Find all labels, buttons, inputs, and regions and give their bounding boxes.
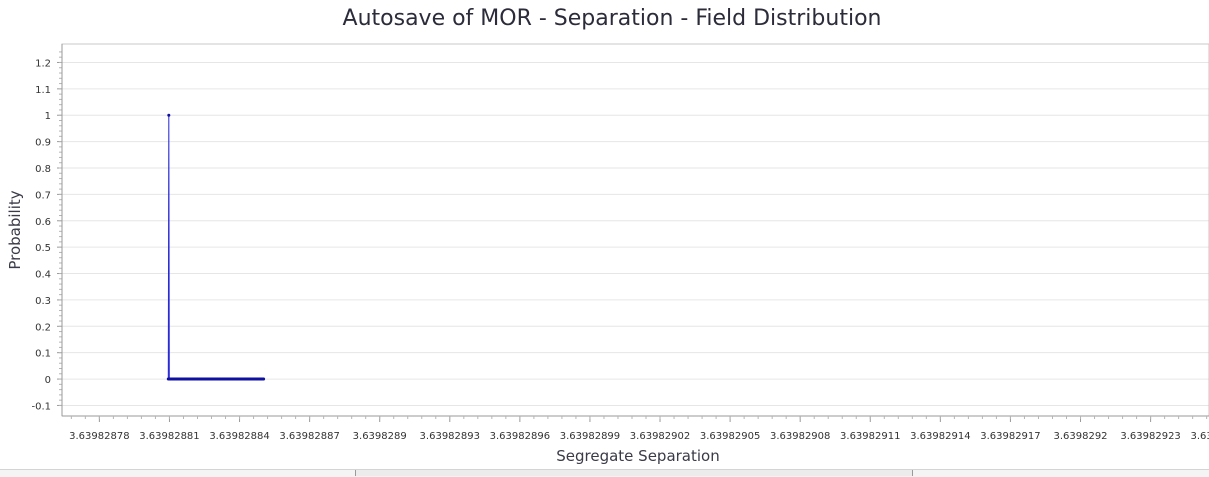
x-tick-label: 3.63982878 bbox=[69, 431, 129, 442]
y-tick-label: 0 bbox=[45, 375, 51, 386]
data-point bbox=[167, 113, 171, 117]
x-axis-label: Segregate Separation bbox=[556, 447, 719, 465]
x-tick-label: 3.63982914 bbox=[910, 431, 970, 442]
y-tick-label: 1 bbox=[45, 111, 51, 122]
y-tick-label: 0.8 bbox=[35, 164, 51, 175]
series-probability bbox=[166, 113, 266, 381]
x-tick-label: 3.6398289 bbox=[353, 431, 407, 442]
x-tick-label: 3.63982917 bbox=[980, 431, 1040, 442]
x-tick-label: 3.63982905 bbox=[700, 431, 760, 442]
x-tick-label: 3.63982887 bbox=[279, 431, 339, 442]
y-tick-label: 0.2 bbox=[35, 322, 51, 333]
x-tick-label: 3.63982926 bbox=[1190, 431, 1209, 442]
x-tick-label: 3.63982902 bbox=[630, 431, 690, 442]
y-tick-label: 0.1 bbox=[35, 349, 51, 360]
y-tick-label: 0.9 bbox=[35, 138, 51, 149]
x-tick-label: 3.63982908 bbox=[770, 431, 830, 442]
gridlines bbox=[62, 61, 1209, 406]
data-point bbox=[262, 377, 266, 381]
x-tick-label: 3.63982896 bbox=[490, 431, 550, 442]
plot-frame bbox=[61, 43, 1209, 417]
y-axis-label: Probability bbox=[6, 190, 24, 269]
x-tick-label: 3.63982893 bbox=[420, 431, 480, 442]
y-tick-label: 1.1 bbox=[35, 85, 51, 96]
x-tick-label: 3.63982911 bbox=[840, 431, 900, 442]
y-tick-label: 0.5 bbox=[35, 243, 51, 254]
y-tick-label: 0.3 bbox=[35, 296, 51, 307]
x-tick-label: 3.6398292 bbox=[1053, 431, 1107, 442]
y-axis: 1.2 1.1 1 0.9 0.8 0.7 0.6 0.5 0.4 0.3 0.2 0.1 0 -0.1 bbox=[31, 44, 63, 416]
x-tick-label: 3.63982881 bbox=[139, 431, 199, 442]
x-tick-label: 3.63982923 bbox=[1120, 431, 1180, 442]
y-tick-label: 0.7 bbox=[35, 190, 51, 201]
y-tick-label: 1.2 bbox=[35, 58, 51, 69]
x-tick-label: 3.63982884 bbox=[209, 431, 269, 442]
chart-title: Autosave of MOR - Separation - Field Dis… bbox=[343, 6, 882, 31]
y-tick-label: -0.1 bbox=[31, 401, 51, 412]
x-tick-label: 3.63982899 bbox=[560, 431, 620, 442]
y-tick-label: 0.4 bbox=[35, 270, 51, 281]
y-tick-label: 0.6 bbox=[35, 217, 51, 228]
x-axis: 3.63982878 3.63982881 3.63982884 3.63982887… bbox=[62, 415, 1209, 442]
horizontal-scrollbar[interactable] bbox=[0, 469, 1209, 477]
scrollbar-thumb[interactable] bbox=[355, 470, 913, 476]
